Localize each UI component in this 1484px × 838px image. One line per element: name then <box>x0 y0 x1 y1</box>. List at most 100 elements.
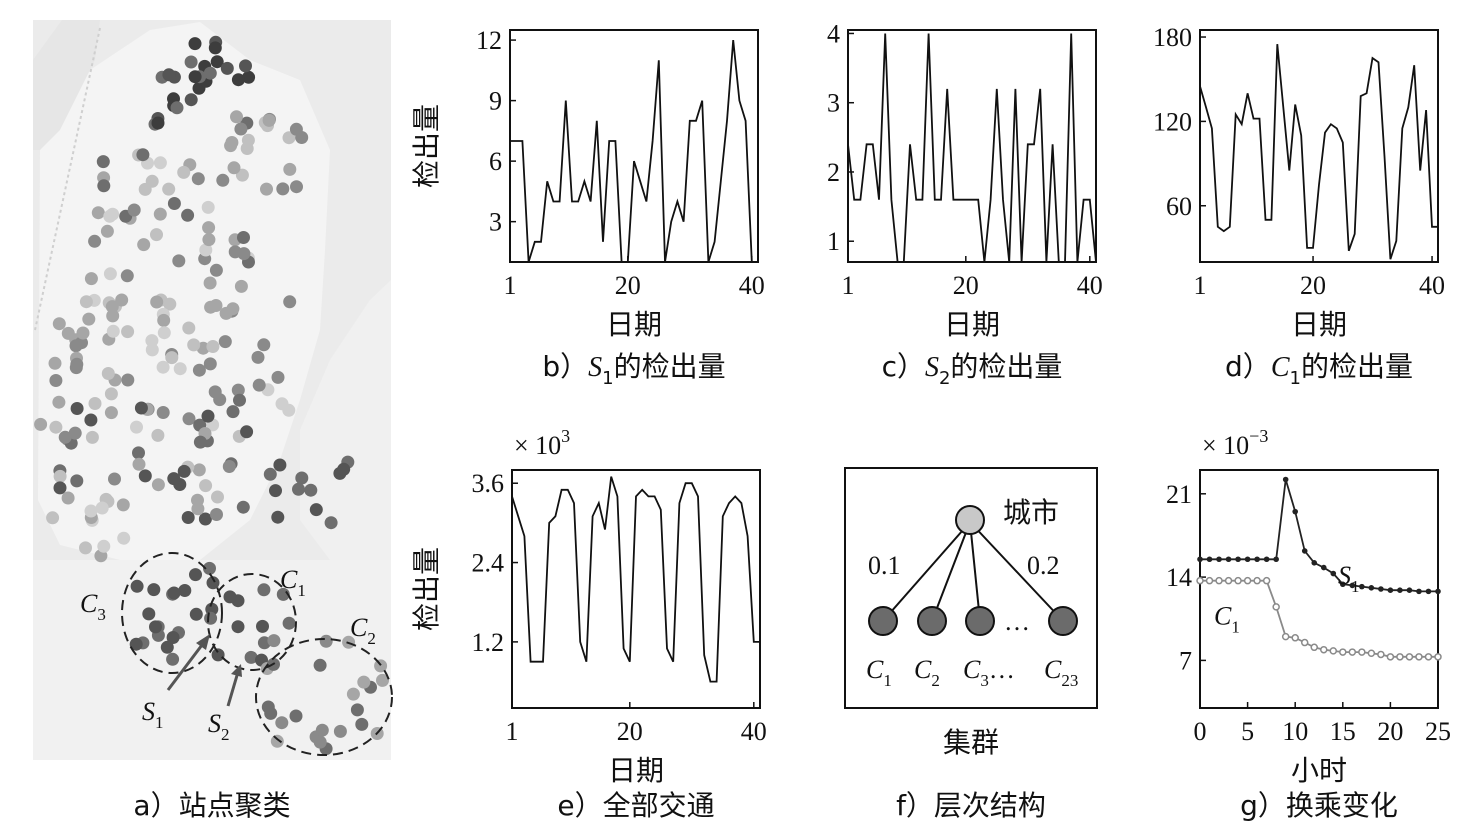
station-dot <box>267 634 281 648</box>
station-dot <box>106 207 120 221</box>
station-dot <box>61 491 75 505</box>
station-dot <box>275 716 289 730</box>
station-dot <box>235 168 249 182</box>
data-point <box>1263 556 1270 563</box>
station-dot <box>204 611 218 625</box>
station-dot <box>79 295 93 309</box>
station-dot <box>333 724 347 738</box>
station-dot <box>82 312 96 326</box>
station-dot <box>191 172 205 186</box>
caption-b: b）S1的检出量 <box>542 350 725 389</box>
station-dot <box>199 479 213 493</box>
label-c3: C3 <box>80 589 106 624</box>
chart-b: 1 20 40 3 6 9 12 日期 检出量 b）S1的检出量 <box>410 26 765 389</box>
data-point <box>1235 556 1241 563</box>
station-dot <box>160 640 174 654</box>
station-dot <box>149 620 162 634</box>
station-dot <box>116 498 130 512</box>
series-line <box>512 476 760 683</box>
station-dot <box>145 334 159 348</box>
arrow-s2 <box>226 671 240 707</box>
station-dot <box>134 401 148 415</box>
station-dot <box>130 420 143 434</box>
station-dot <box>231 73 245 87</box>
station-dot <box>96 155 110 169</box>
x-tick-label: 20 <box>1377 717 1403 746</box>
node-c3 <box>965 606 995 636</box>
edge-label-left: 0.1 <box>868 551 901 580</box>
station-dot <box>292 482 305 496</box>
station-dot <box>184 93 198 107</box>
data-point <box>1292 508 1298 515</box>
station-dot <box>166 631 180 644</box>
x-tick-label: 40 <box>1077 271 1103 300</box>
data-point <box>1367 649 1376 658</box>
edge-c23 <box>969 521 1064 622</box>
station-dot <box>156 360 170 374</box>
station-dot <box>68 426 82 440</box>
station-dot <box>129 637 143 651</box>
station-dot <box>182 412 196 426</box>
station-dot <box>70 402 84 415</box>
station-dot <box>167 472 181 486</box>
data-point <box>1348 648 1357 656</box>
data-point <box>1329 647 1338 655</box>
south-land <box>33 560 391 760</box>
station-dot <box>170 101 184 115</box>
station-dot <box>226 405 240 419</box>
x-tick-label: 20 <box>617 717 643 746</box>
station-dot <box>147 583 161 597</box>
data-point <box>1244 556 1251 563</box>
hierarchy-xlabel: 集群 <box>943 726 999 759</box>
station-dot <box>315 723 329 737</box>
y-tick-label: 1.2 <box>472 628 505 657</box>
series-label-c1: C1 <box>1214 601 1240 636</box>
station-dot <box>244 650 258 664</box>
node-c1 <box>868 606 898 636</box>
caption-e: e）全部交通 <box>557 789 714 822</box>
station-dot <box>282 131 296 145</box>
station-dot <box>313 735 327 749</box>
data-point <box>1254 556 1260 563</box>
station-dot <box>76 326 90 340</box>
station-dot <box>309 503 323 517</box>
y-tick-label: 1 <box>827 227 840 256</box>
x-tick-label: 20 <box>615 271 641 300</box>
station-dot <box>276 182 290 196</box>
data-point <box>1405 653 1414 661</box>
station-dot <box>46 511 60 525</box>
station-dot <box>153 207 167 221</box>
station-dot <box>91 206 105 220</box>
station-dot <box>121 373 135 387</box>
x-axis-label: 日期 <box>608 754 664 787</box>
y-tick-label: 12 <box>476 26 502 55</box>
station-dot <box>165 351 179 365</box>
station-dot <box>79 541 92 555</box>
station-dot <box>227 161 241 175</box>
y-tick-label: 2.4 <box>472 549 505 578</box>
station-cluster-map: C3 C1 C2 S1 S2 a）站点聚类 <box>33 20 393 822</box>
x-tick-label: 20 <box>1300 271 1326 300</box>
data-point <box>1320 645 1328 654</box>
data-point <box>1386 653 1395 661</box>
data-point <box>1225 556 1232 563</box>
station-dot <box>289 122 303 136</box>
plot-frame <box>1199 29 1439 263</box>
station-dot <box>192 363 206 377</box>
station-dot <box>157 326 171 340</box>
station-dot <box>104 406 118 420</box>
station-dot <box>162 182 176 196</box>
river-west <box>33 20 100 150</box>
station-dot <box>216 173 230 187</box>
y-tick-label: 3 <box>827 89 840 118</box>
station-dot <box>88 234 102 248</box>
x-tick-label: 15 <box>1330 717 1356 746</box>
station-dot <box>240 425 254 439</box>
station-dot <box>203 276 217 290</box>
station-dot <box>220 61 234 75</box>
station-dot <box>151 428 165 442</box>
caption-a: a）站点聚类 <box>133 789 290 822</box>
data-point <box>1301 548 1308 554</box>
station-dot <box>127 203 141 217</box>
